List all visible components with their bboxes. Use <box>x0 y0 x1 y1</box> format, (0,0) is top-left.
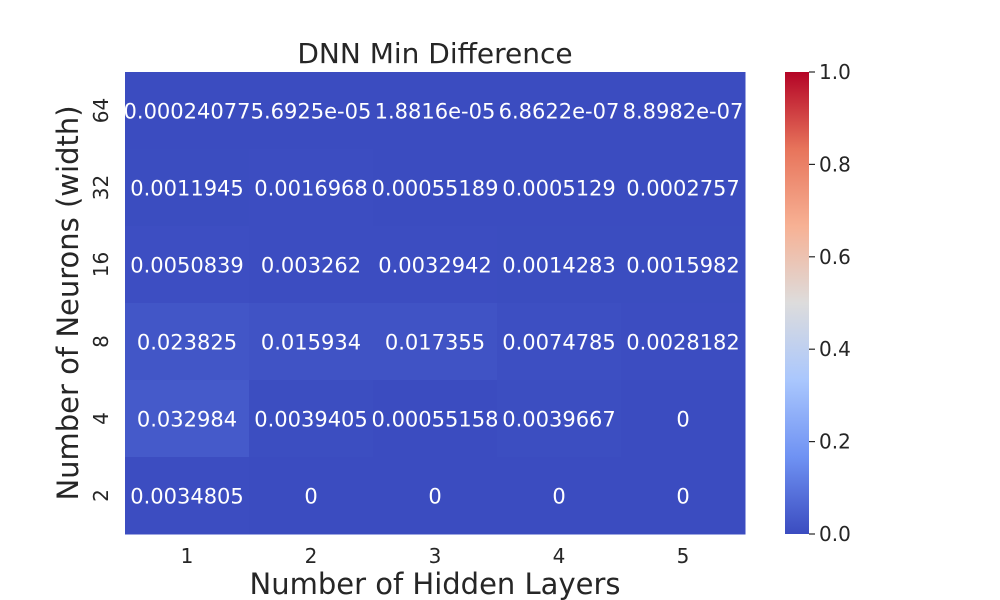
y-tick-labels: 64 32 16 8 4 2 <box>89 98 113 502</box>
heatmap-cell <box>373 226 498 304</box>
x-axis-label: Number of Hidden Layers <box>250 567 621 600</box>
x-tick-label: 3 <box>429 544 442 568</box>
colorbar <box>785 72 809 534</box>
cell-annotation: 0.0039405 <box>254 408 368 432</box>
cell-annotation: 0.023825 <box>137 331 237 355</box>
y-tick-label: 8 <box>89 335 113 348</box>
heatmap-cell <box>249 380 374 458</box>
cell-annotation: 0.015934 <box>261 331 361 355</box>
cell-annotation: 0 <box>552 485 565 509</box>
cell-annotation: 0.0016968 <box>254 177 368 201</box>
cell-annotation: 8.8982e-07 <box>623 100 744 124</box>
heatmap-cell <box>125 72 250 150</box>
heatmap-cell <box>249 303 374 381</box>
y-tick-label: 64 <box>89 98 113 123</box>
x-tick-labels: 1 2 3 4 5 <box>181 544 690 568</box>
cell-annotation: 0 <box>304 485 317 509</box>
x-tick-label: 2 <box>305 544 318 568</box>
y-axis-label: Number of Neurons (width) <box>51 105 85 500</box>
colorbar-tick-label: 0.8 <box>819 152 851 176</box>
x-tick-label: 4 <box>553 544 566 568</box>
heatmap-cell <box>497 457 622 535</box>
colorbar-tick-label: 1.0 <box>819 60 851 84</box>
heatmap-cell <box>621 457 746 535</box>
cell-annotation: 0.00055158 <box>372 408 499 432</box>
heatmap-cell <box>373 149 498 227</box>
cell-annotation: 0 <box>676 485 689 509</box>
cell-annotation: 0.0034805 <box>130 485 244 509</box>
cell-annotation: 0.0050839 <box>130 254 244 278</box>
cell-annotation: 0.0005129 <box>502 177 616 201</box>
y-tick-label: 32 <box>89 175 113 200</box>
cell-annotation: 1.8816e-05 <box>375 100 496 124</box>
heatmap-cell <box>125 303 250 381</box>
heatmap-cell <box>621 226 746 304</box>
y-tick-label: 4 <box>89 412 113 425</box>
colorbar-tick-label: 0.0 <box>819 522 851 546</box>
cell-annotation: 0.0011945 <box>130 177 244 201</box>
y-tick-label: 2 <box>89 489 113 502</box>
cell-annotation: 0.017355 <box>385 331 485 355</box>
heatmap-cell <box>125 226 250 304</box>
heatmap-cell <box>497 303 622 381</box>
heatmap-cell <box>373 72 498 150</box>
heatmap-cell <box>497 72 622 150</box>
heatmap-cells <box>125 72 746 535</box>
heatmap-cell <box>621 149 746 227</box>
cell-annotations: 0.00024077 5.6925e-05 1.8816e-05 6.8622e-07… <box>124 100 744 509</box>
heatmap-cell <box>125 149 250 227</box>
heatmap-cell <box>373 457 498 535</box>
cell-annotation: 0 <box>428 485 441 509</box>
cell-annotation: 0.0074785 <box>502 331 616 355</box>
cell-annotation: 0.0039667 <box>502 408 616 432</box>
x-tick-label: 1 <box>181 544 194 568</box>
heatmap-cell <box>621 72 746 150</box>
heatmap-cell <box>497 380 622 458</box>
heatmap-cell <box>249 149 374 227</box>
heatmap-cell <box>497 149 622 227</box>
heatmap-cell <box>125 380 250 458</box>
cell-annotation: 0.0015982 <box>626 254 740 278</box>
cell-annotation: 0.00024077 <box>124 100 251 124</box>
cell-annotation: 0.0032942 <box>378 254 492 278</box>
cell-annotation: 0.032984 <box>137 408 237 432</box>
cell-annotation: 0.00055189 <box>372 177 499 201</box>
chart-title: DNN Min Difference <box>297 37 572 70</box>
heatmap-cell <box>125 457 250 535</box>
cell-annotation: 0.0014283 <box>502 254 616 278</box>
colorbar-tick-label: 0.6 <box>819 245 851 269</box>
heatmap-cell <box>249 226 374 304</box>
heatmap-cell <box>249 457 374 535</box>
colorbar-tick-label: 0.4 <box>819 337 851 361</box>
cell-annotation: 6.8622e-07 <box>499 100 620 124</box>
heatmap-cell <box>621 380 746 458</box>
heatmap-cell <box>373 303 498 381</box>
y-tick-label: 16 <box>89 252 113 277</box>
x-tick-label: 5 <box>677 544 690 568</box>
heatmap-cell <box>497 226 622 304</box>
heatmap-cell <box>249 72 374 150</box>
cell-annotation: 0 <box>676 408 689 432</box>
colorbar-tick-label: 0.2 <box>819 430 851 454</box>
cell-annotation: 5.6925e-05 <box>251 100 372 124</box>
cell-annotation: 0.0028182 <box>626 331 740 355</box>
cell-annotation: 0.003262 <box>261 254 361 278</box>
heatmap-cell <box>621 303 746 381</box>
colorbar-ticks: 0.0 0.2 0.4 0.6 0.8 1.0 <box>809 60 851 546</box>
heatmap-cell <box>373 380 498 458</box>
cell-annotation: 0.0002757 <box>626 177 740 201</box>
